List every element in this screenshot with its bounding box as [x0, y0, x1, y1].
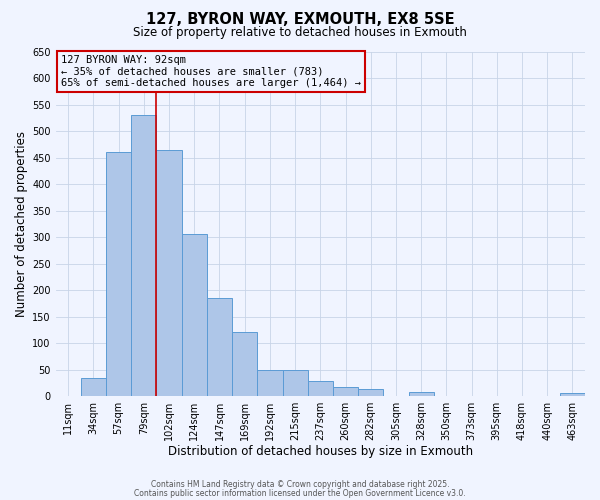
Bar: [409, 392, 434, 396]
Bar: [157, 150, 182, 396]
Bar: [257, 370, 283, 396]
Bar: [131, 115, 157, 396]
Text: 127, BYRON WAY, EXMOUTH, EX8 5SE: 127, BYRON WAY, EXMOUTH, EX8 5SE: [146, 12, 454, 26]
Bar: [81, 378, 106, 396]
Bar: [207, 298, 232, 396]
Bar: [182, 234, 207, 396]
Text: 127 BYRON WAY: 92sqm
← 35% of detached houses are smaller (783)
65% of semi-deta: 127 BYRON WAY: 92sqm ← 35% of detached h…: [61, 55, 361, 88]
Bar: [560, 394, 585, 396]
Bar: [106, 152, 131, 396]
Bar: [308, 382, 333, 396]
Text: Size of property relative to detached houses in Exmouth: Size of property relative to detached ho…: [133, 26, 467, 39]
Bar: [333, 386, 358, 396]
Y-axis label: Number of detached properties: Number of detached properties: [15, 131, 28, 317]
Text: Contains HM Land Registry data © Crown copyright and database right 2025.: Contains HM Land Registry data © Crown c…: [151, 480, 449, 489]
Text: Contains public sector information licensed under the Open Government Licence v3: Contains public sector information licen…: [134, 488, 466, 498]
Bar: [232, 332, 257, 396]
Bar: [358, 389, 383, 396]
Bar: [283, 370, 308, 396]
X-axis label: Distribution of detached houses by size in Exmouth: Distribution of detached houses by size …: [168, 444, 473, 458]
